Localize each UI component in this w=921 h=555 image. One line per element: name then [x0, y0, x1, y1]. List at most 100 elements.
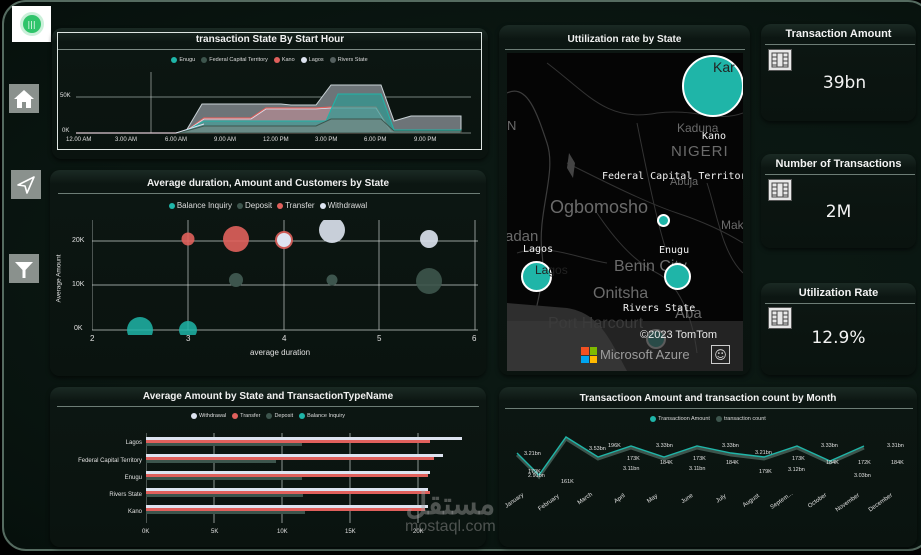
hour-chart-legend: Enugu Federal Capital Territory Kano Lag…: [58, 57, 481, 63]
y-tick: 50K: [60, 93, 71, 99]
count-label: 161K: [561, 479, 574, 485]
map-bubble-fct[interactable]: [657, 214, 670, 227]
navigation-arrow-icon: [17, 175, 35, 194]
map-bubble-enugu[interactable]: [664, 263, 691, 290]
amount-label: 3.33bn: [722, 443, 739, 449]
count-label: 184K: [891, 460, 904, 466]
bar-chart-legend: Withdrawal Transfer Deposit Balance Inqu…: [50, 413, 486, 419]
y-tick: 10K: [72, 281, 85, 288]
x-tick: 6.00 AM: [165, 137, 188, 143]
x-tick: December: [867, 492, 894, 514]
x-tick: November: [834, 492, 861, 514]
x-tick: 6.00 PM: [364, 137, 387, 143]
legend-item-kano[interactable]: Kano: [273, 57, 295, 63]
amount-label: 2.91bn: [528, 473, 545, 479]
x-tick: 12.00 PM: [263, 137, 289, 143]
legend-item-transfer[interactable]: Transfer: [232, 413, 260, 419]
amount-label: 3.21bn: [524, 451, 541, 457]
hour-chart-panel: transaction State By Start Hour Enugu Fe…: [52, 28, 488, 159]
count-label: 184K: [660, 460, 673, 466]
title-divider: [765, 303, 915, 304]
x-tick: October: [807, 492, 829, 510]
map-canvas[interactable]: Ogbomosho NIGERI Kaduna adan Benin City …: [507, 53, 743, 371]
amount-label: 3.12bn: [788, 467, 805, 473]
scatter-chart-title: Average duration, Amount and Customers b…: [146, 178, 390, 189]
x-tick: 10K: [277, 529, 288, 535]
category-label: Rivers State: [109, 492, 142, 498]
map-city-kano-base: Kar: [713, 59, 735, 75]
kpi-card-transaction-amount: Transaction Amount 39bn: [761, 24, 916, 121]
map-city-onitsha: Onitsha: [593, 285, 649, 302]
bar-category-labels: Lagos Federal Capital Territory Enugu Ri…: [50, 387, 142, 547]
map-provider: Microsoft Azure: [600, 347, 690, 362]
count-label: 179K: [528, 469, 541, 475]
filter-funnel-icon: [15, 261, 33, 278]
category-label: Federal Capital Territory: [78, 458, 142, 464]
x-axis-label: average duration: [250, 348, 311, 357]
kpi-title: Utilization Rate: [798, 287, 879, 299]
x-tick: April: [613, 493, 627, 505]
scatter-bubble-chart: [92, 220, 478, 335]
map-city-abuja: Abuja: [670, 176, 699, 188]
logo-mark-icon: |||: [22, 15, 41, 33]
home-icon: [14, 89, 34, 108]
legend-item-deposit[interactable]: Deposit: [266, 413, 293, 419]
legend-item-fct[interactable]: Federal Capital Territory: [201, 57, 268, 63]
x-tick: 5K: [211, 529, 219, 535]
amount-label: 3.53bn: [589, 446, 606, 452]
map-bubble-kano[interactable]: [682, 55, 743, 117]
count-label: 173K: [693, 456, 706, 462]
x-tick: 3.00 PM: [315, 137, 338, 143]
month-x-axis: January February March April May June Ju…: [499, 491, 917, 522]
amount-label: 3.33bn: [656, 443, 673, 449]
map-copyright: ©2023 TomTom: [640, 329, 717, 341]
amount-label: 3.11bn: [689, 466, 706, 472]
map-bubble-lagos[interactable]: [521, 261, 552, 292]
legend-item-withdrawal[interactable]: Withdrawal: [190, 413, 226, 419]
kpi-value: 39bn: [822, 73, 867, 93]
title-divider: [58, 193, 480, 194]
navigate-button[interactable]: [11, 170, 41, 199]
map-city-ogbomosho: Ogbomosho: [550, 197, 649, 217]
x-tick: July: [715, 493, 728, 505]
x-tick: 3: [186, 334, 191, 343]
horizontal-bar-chart: [146, 433, 462, 523]
x-tick: February: [537, 493, 561, 513]
hour-x-axis: 12.00 AM 3.00 AM 6.00 AM 9.00 AM 12.00 P…: [66, 137, 466, 147]
feedback-smiley-button[interactable]: ☺: [711, 345, 730, 364]
map-panel: Uttilization rate by State Ogbomosho NIG…: [499, 25, 750, 375]
map-city-nigeria: NIGERI: [671, 143, 729, 160]
x-tick: 3.00 AM: [115, 137, 138, 143]
legend-item-transaction-amount[interactable]: Transactioon Amount: [650, 416, 710, 422]
title-divider: [765, 174, 915, 175]
legend-item-lagos[interactable]: Lagos: [300, 57, 324, 63]
watermark: مستقل mostaql.com: [405, 488, 496, 536]
home-button[interactable]: [9, 84, 39, 113]
amount-label: 3.11bn: [623, 466, 640, 472]
x-tick: 15K: [345, 529, 356, 535]
map-attribution-bar: [507, 321, 743, 371]
month-chart-panel: Transactioon Amount and transaction coun…: [499, 387, 917, 547]
legend-item-balance-inquiry[interactable]: Balance Inquiry: [299, 413, 345, 419]
legend-item-balance-inquiry[interactable]: Balance Inquiry: [168, 201, 232, 210]
x-tick: May: [646, 493, 660, 505]
legend-item-deposit[interactable]: Deposit: [236, 201, 272, 210]
x-tick: March: [576, 491, 594, 507]
title-divider: [57, 406, 479, 407]
map-label-lagos: Lagos: [523, 244, 554, 255]
watermark-arabic: مستقل: [405, 488, 496, 521]
y-tick: 0K: [62, 128, 70, 134]
filter-button[interactable]: [9, 254, 39, 283]
legend-item-enugu[interactable]: Enugu: [171, 57, 195, 63]
month-data-labels: 3.21bn 2.91bn 3.53bn 3.11bn 3.33bn 3.11b…: [499, 387, 917, 547]
x-tick: 6: [472, 334, 477, 343]
x-tick: June: [680, 492, 695, 506]
legend-item-transaction-count[interactable]: transaction count: [715, 416, 766, 422]
legend-item-rivers[interactable]: Rivers State: [329, 57, 368, 63]
map-label-fct: Federal Capital Territory: [602, 171, 743, 182]
legend-item-transfer[interactable]: Transfer: [277, 201, 315, 210]
legend-item-withdrawal[interactable]: Withdrawal: [319, 201, 367, 210]
x-tick: Septem...: [769, 491, 795, 511]
x-tick: 4: [282, 334, 287, 343]
amount-label: 3.03bn: [854, 473, 871, 479]
